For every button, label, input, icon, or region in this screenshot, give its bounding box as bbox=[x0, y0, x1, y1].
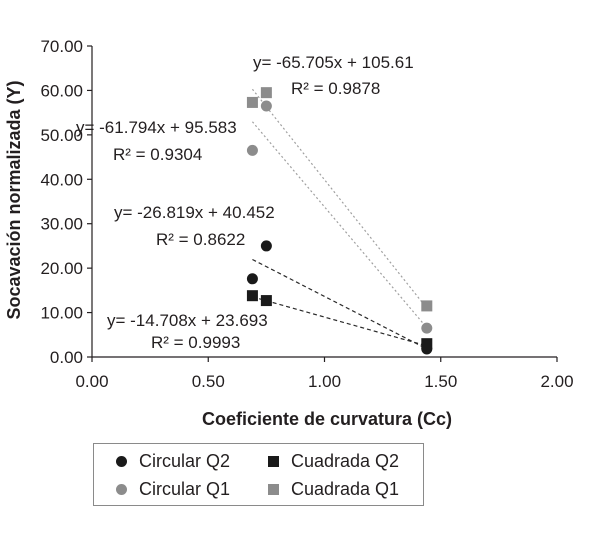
legend-item-cuadrada-q2: Cuadrada Q2 bbox=[268, 450, 399, 472]
x-axis-title: Coeficiente de curvatura (Cc) bbox=[202, 409, 452, 429]
point-cuadrada-q2 bbox=[421, 338, 433, 350]
y-tick-label: 60.00 bbox=[40, 81, 83, 100]
trendline-r2-circular-q1: R² = 0.9304 bbox=[113, 145, 202, 164]
square-marker-icon bbox=[268, 455, 279, 467]
y-tick-label: 20.00 bbox=[40, 259, 83, 278]
trendline-r2-cuadrada-q1: R² = 0.9878 bbox=[291, 79, 380, 98]
trendline-cuadrada-q1 bbox=[251, 88, 428, 309]
trendline-circular-q2 bbox=[252, 258, 428, 350]
point-circular-q1 bbox=[246, 144, 258, 156]
legend-item-cuadrada-q1: Cuadrada Q1 bbox=[268, 478, 399, 500]
x-tick-label: 0.50 bbox=[192, 372, 225, 391]
trendline-circular-q1 bbox=[251, 121, 428, 329]
x-ticks: 0.00 0.50 1.00 1.50 2.00 bbox=[75, 357, 574, 391]
circle-marker-icon bbox=[116, 455, 127, 467]
trendline-equation-cuadrada-q2: y= -14.708x + 23.693 bbox=[107, 311, 268, 330]
legend-label: Circular Q1 bbox=[139, 478, 231, 499]
point-circular-q1 bbox=[260, 100, 272, 112]
x-tick-label: 2.00 bbox=[540, 372, 573, 391]
legend-label: Cuadrada Q2 bbox=[291, 450, 400, 471]
y-tick-label: 50.00 bbox=[40, 126, 83, 145]
point-cuadrada-q1 bbox=[260, 87, 272, 99]
y-ticks: 0.00 10.00 20.00 30.00 40.00 50.00 60.00 70.00 bbox=[40, 37, 92, 367]
point-circular-q2 bbox=[260, 240, 272, 252]
point-cuadrada-q2 bbox=[246, 290, 258, 302]
circle-marker-icon bbox=[116, 483, 127, 495]
point-cuadrada-q1 bbox=[421, 300, 433, 312]
x-tick-label: 0.00 bbox=[75, 372, 108, 391]
y-tick-label: 0.00 bbox=[50, 348, 83, 367]
trendline-equation-cuadrada-q1: y= -65.705x + 105.61 bbox=[253, 53, 414, 72]
legend-item-circular-q2: Circular Q2 bbox=[116, 450, 230, 472]
y-tick-label: 30.00 bbox=[40, 215, 83, 234]
y-axis-title: Socavación normalizada (Y) bbox=[4, 80, 24, 319]
legend-label: Cuadrada Q1 bbox=[291, 478, 400, 499]
legend-label: Circular Q2 bbox=[139, 450, 231, 471]
point-cuadrada-q2 bbox=[260, 295, 272, 307]
trendline-r2-cuadrada-q2: R² = 0.9993 bbox=[151, 333, 240, 352]
x-tick-label: 1.00 bbox=[308, 372, 341, 391]
trendline-cuadrada-q2 bbox=[252, 296, 427, 347]
legend-item-circular-q1: Circular Q1 bbox=[116, 478, 230, 500]
trendline-r2-circular-q2: R² = 0.8622 bbox=[156, 230, 245, 249]
legend: Circular Q2 Cuadrada Q2 Circular Q1 Cuad… bbox=[93, 443, 424, 506]
y-tick-label: 70.00 bbox=[40, 37, 83, 56]
point-cuadrada-q1 bbox=[246, 96, 258, 108]
y-tick-label: 40.00 bbox=[40, 170, 83, 189]
square-marker-icon bbox=[268, 483, 279, 495]
x-tick-label: 1.50 bbox=[424, 372, 457, 391]
trendlines bbox=[251, 88, 428, 350]
data-points bbox=[246, 87, 433, 355]
trendline-equation-circular-q2: y= -26.819x + 40.452 bbox=[114, 203, 275, 222]
point-circular-q2 bbox=[246, 273, 258, 285]
y-tick-label: 10.00 bbox=[40, 304, 83, 323]
point-circular-q1 bbox=[421, 322, 433, 334]
trendline-equation-circular-q1: y= -61.794x + 95.583 bbox=[76, 118, 237, 137]
